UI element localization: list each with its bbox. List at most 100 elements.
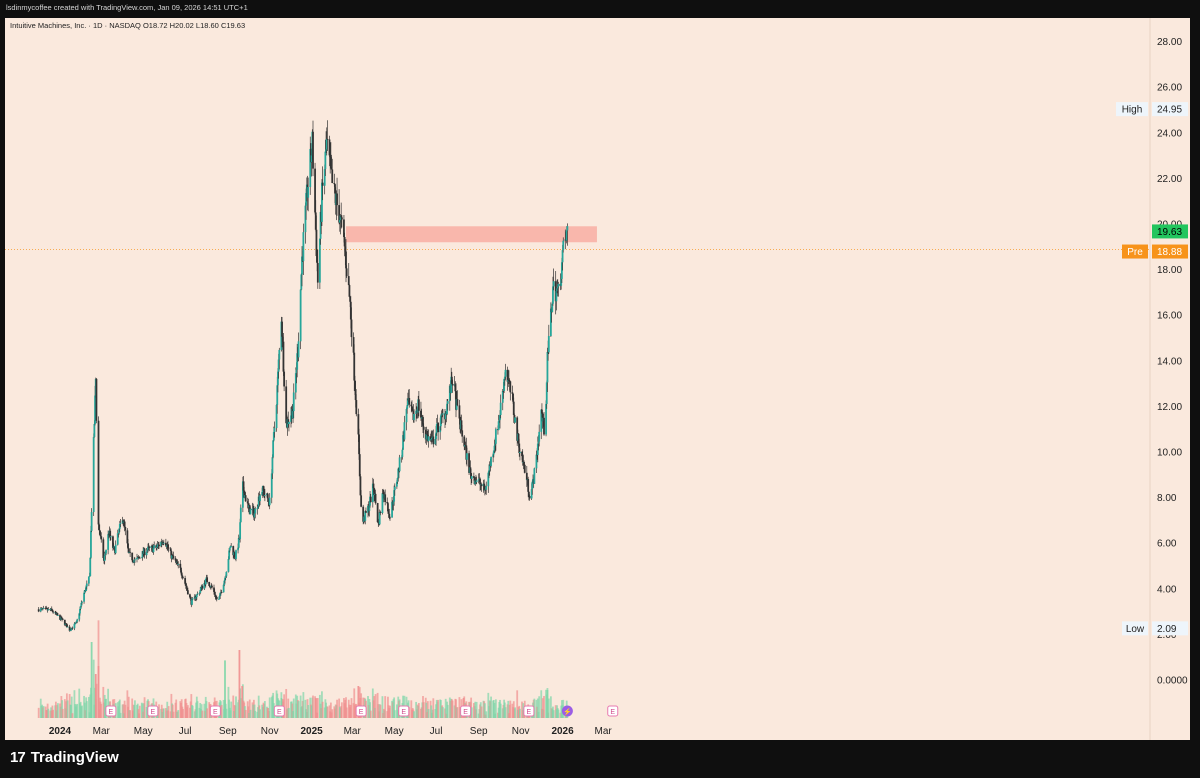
candle-body[interactable] bbox=[406, 400, 409, 406]
candle-body[interactable] bbox=[208, 585, 211, 587]
candle-body[interactable] bbox=[329, 155, 332, 158]
candle-body[interactable] bbox=[527, 491, 530, 496]
candle-body[interactable] bbox=[387, 503, 389, 512]
candle-body[interactable] bbox=[403, 422, 406, 440]
candle-body[interactable] bbox=[296, 353, 299, 370]
candle-body[interactable] bbox=[333, 183, 336, 185]
candle-body[interactable] bbox=[556, 286, 559, 289]
candle-body[interactable] bbox=[488, 464, 491, 471]
candle-body[interactable] bbox=[225, 571, 228, 577]
candle-body[interactable] bbox=[354, 389, 357, 401]
candle-body[interactable] bbox=[267, 498, 270, 502]
candle-body[interactable] bbox=[65, 624, 68, 628]
candle-body[interactable] bbox=[47, 609, 50, 611]
candle-body[interactable] bbox=[127, 548, 130, 553]
candle-body[interactable] bbox=[140, 557, 143, 559]
candle-body[interactable] bbox=[450, 376, 453, 393]
candle-body[interactable] bbox=[241, 481, 244, 508]
candle-body[interactable] bbox=[74, 622, 77, 624]
candle-body[interactable] bbox=[497, 421, 500, 431]
candle-body[interactable] bbox=[92, 437, 95, 513]
candle-body[interactable] bbox=[304, 205, 307, 233]
candle-body[interactable] bbox=[275, 404, 278, 429]
candle-body[interactable] bbox=[103, 555, 106, 561]
candle-body[interactable] bbox=[220, 592, 223, 593]
candle-body[interactable] bbox=[354, 380, 356, 390]
candle-body[interactable] bbox=[253, 513, 256, 518]
candle-body[interactable] bbox=[230, 546, 233, 547]
candle-body[interactable] bbox=[153, 545, 156, 548]
candle-body[interactable] bbox=[535, 454, 538, 469]
candle-body[interactable] bbox=[56, 613, 59, 616]
candle-body[interactable] bbox=[336, 193, 338, 206]
candle-body[interactable] bbox=[475, 480, 478, 483]
candle-body[interactable] bbox=[145, 551, 148, 556]
candle-body[interactable] bbox=[93, 423, 96, 438]
earnings-marker[interactable] bbox=[209, 705, 221, 717]
candle-body[interactable] bbox=[254, 508, 257, 514]
candle-body[interactable] bbox=[400, 456, 403, 458]
candle-body[interactable] bbox=[429, 436, 432, 441]
candle-body[interactable] bbox=[503, 379, 506, 392]
candle-body[interactable] bbox=[107, 534, 110, 536]
candle-body[interactable] bbox=[393, 486, 396, 491]
candle-body[interactable] bbox=[175, 560, 178, 562]
candle-body[interactable] bbox=[499, 415, 501, 420]
candle-body[interactable] bbox=[565, 230, 568, 241]
candle-body[interactable] bbox=[343, 219, 345, 238]
candle-body[interactable] bbox=[379, 512, 382, 514]
candle-body[interactable] bbox=[465, 445, 468, 460]
candle-body[interactable] bbox=[388, 513, 391, 518]
candle-body[interactable] bbox=[533, 468, 536, 484]
candle-body[interactable] bbox=[483, 483, 486, 491]
candle-body[interactable] bbox=[237, 547, 239, 551]
candle-body[interactable] bbox=[89, 557, 92, 577]
candle-body[interactable] bbox=[266, 493, 269, 499]
candle-body[interactable] bbox=[162, 541, 165, 544]
candle-body[interactable] bbox=[171, 555, 174, 556]
earnings-marker[interactable] bbox=[147, 705, 159, 717]
candle-body[interactable] bbox=[420, 410, 422, 418]
candle-body[interactable] bbox=[472, 476, 475, 478]
candle-body[interactable] bbox=[160, 541, 162, 547]
candle-body[interactable] bbox=[506, 369, 509, 382]
candle-body[interactable] bbox=[401, 449, 404, 457]
candle-body[interactable] bbox=[493, 445, 496, 451]
candle-body[interactable] bbox=[263, 495, 266, 496]
candle-body[interactable] bbox=[434, 439, 437, 445]
candle-body[interactable] bbox=[340, 217, 343, 220]
candle-body[interactable] bbox=[528, 495, 531, 499]
candle-body[interactable] bbox=[512, 401, 515, 415]
candle-body[interactable] bbox=[484, 489, 487, 491]
candle-body[interactable] bbox=[470, 473, 473, 479]
candle-body[interactable] bbox=[347, 276, 350, 286]
candle-body[interactable] bbox=[99, 534, 102, 537]
candle-body[interactable] bbox=[328, 139, 331, 156]
candle-body[interactable] bbox=[181, 575, 184, 578]
candle-body[interactable] bbox=[191, 598, 194, 600]
candle-body[interactable] bbox=[243, 490, 246, 498]
candle-body[interactable] bbox=[204, 578, 207, 585]
candle-body[interactable] bbox=[503, 376, 506, 380]
candle-body[interactable] bbox=[199, 590, 202, 593]
candle-body[interactable] bbox=[158, 544, 160, 547]
candle-body[interactable] bbox=[509, 381, 512, 393]
candle-body[interactable] bbox=[223, 580, 226, 585]
candle-body[interactable] bbox=[213, 587, 215, 592]
candle-body[interactable] bbox=[512, 393, 514, 402]
candle-body[interactable] bbox=[460, 420, 463, 431]
candle-body[interactable] bbox=[167, 544, 169, 548]
candle-body[interactable] bbox=[551, 303, 554, 312]
candle-body[interactable] bbox=[321, 182, 324, 186]
candle-body[interactable] bbox=[90, 530, 92, 558]
candle-body[interactable] bbox=[174, 558, 177, 561]
candle-body[interactable] bbox=[98, 524, 101, 531]
candle-body[interactable] bbox=[189, 594, 191, 598]
candle-body[interactable] bbox=[545, 404, 547, 435]
candle-body[interactable] bbox=[340, 215, 343, 218]
candle-body[interactable] bbox=[109, 530, 112, 537]
candle-body[interactable] bbox=[415, 410, 418, 415]
candle-body[interactable] bbox=[566, 226, 569, 231]
candle-body[interactable] bbox=[136, 557, 138, 560]
